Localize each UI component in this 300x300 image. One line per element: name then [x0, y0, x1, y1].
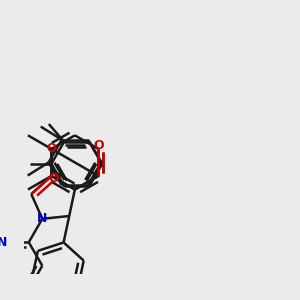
- Text: O: O: [93, 139, 104, 152]
- Text: O: O: [46, 142, 56, 155]
- Text: N: N: [37, 212, 47, 225]
- Text: O: O: [49, 172, 59, 185]
- Text: N: N: [0, 236, 7, 249]
